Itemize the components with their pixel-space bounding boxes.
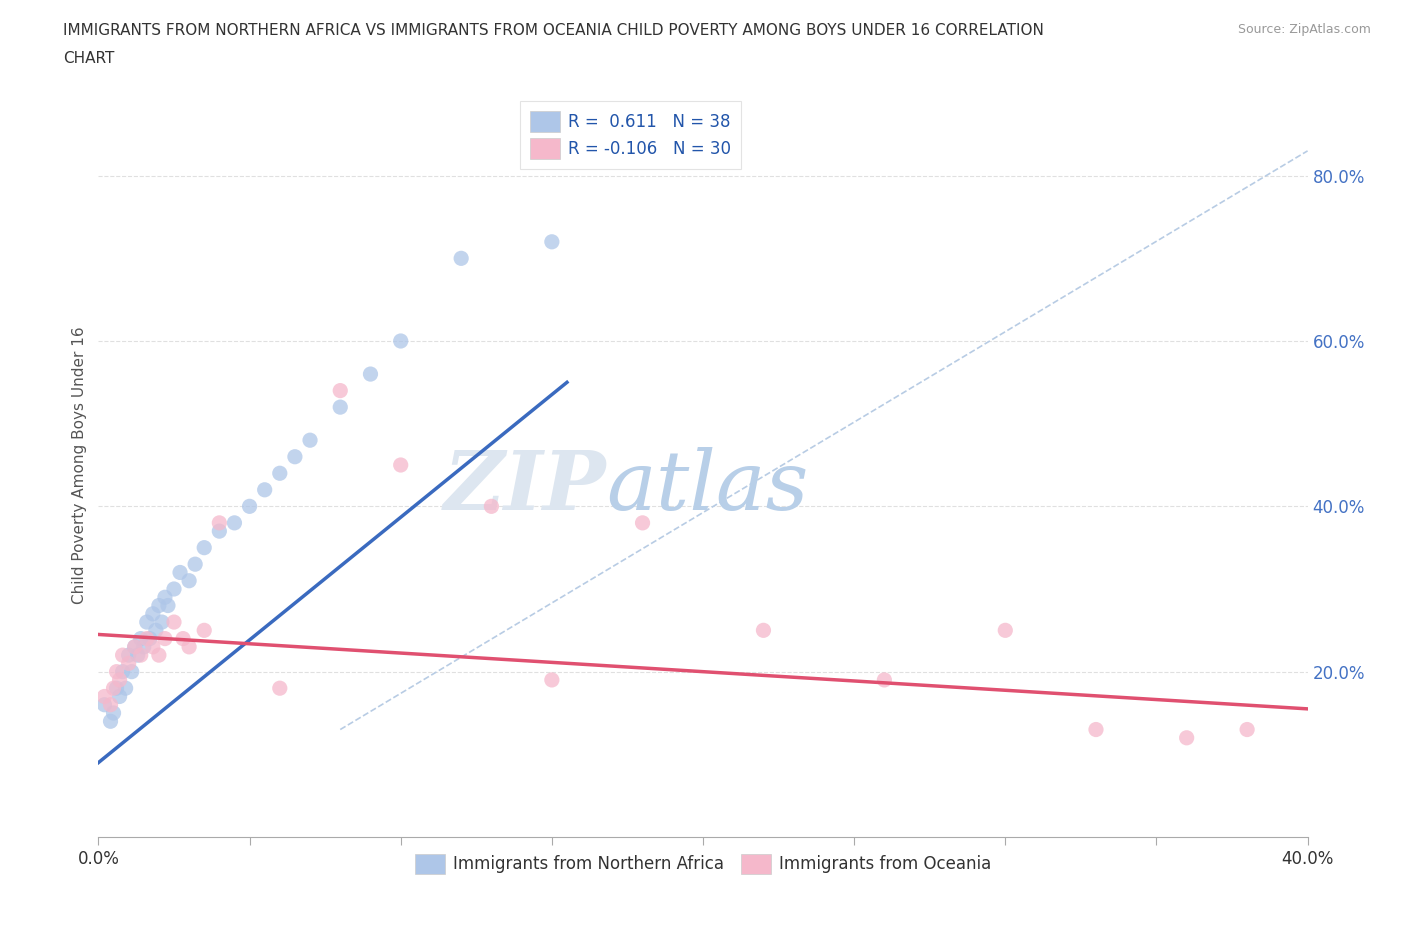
- Point: [132, 640, 155, 655]
- Point: [139, 631, 162, 646]
- Point: [111, 647, 134, 662]
- Point: [124, 640, 146, 655]
- Text: CHART: CHART: [63, 51, 115, 66]
- Text: atlas: atlas: [606, 447, 808, 527]
- Point: [103, 706, 125, 721]
- Point: [121, 664, 143, 679]
- Point: [1175, 730, 1198, 745]
- Point: [108, 672, 131, 687]
- Point: [994, 623, 1017, 638]
- Point: [105, 681, 128, 696]
- Point: [1236, 722, 1258, 737]
- Point: [163, 615, 186, 630]
- Point: [389, 334, 412, 349]
- Point: [153, 631, 176, 646]
- Point: [148, 647, 170, 662]
- Point: [360, 366, 382, 381]
- Point: [142, 640, 165, 655]
- Point: [150, 615, 173, 630]
- Point: [135, 615, 157, 630]
- Point: [118, 656, 141, 671]
- Point: [450, 251, 472, 266]
- Point: [253, 483, 276, 498]
- Point: [124, 640, 146, 655]
- Point: [118, 647, 141, 662]
- Point: [135, 631, 157, 646]
- Point: [239, 498, 262, 513]
- Point: [100, 714, 122, 729]
- Point: [193, 540, 215, 555]
- Point: [108, 689, 131, 704]
- Point: [269, 681, 291, 696]
- Point: [169, 565, 191, 580]
- Text: Source: ZipAtlas.com: Source: ZipAtlas.com: [1237, 23, 1371, 36]
- Point: [269, 466, 291, 481]
- Point: [1085, 722, 1108, 737]
- Point: [153, 590, 176, 604]
- Point: [299, 432, 322, 447]
- Point: [114, 681, 136, 696]
- Legend: Immigrants from Northern Africa, Immigrants from Oceania: Immigrants from Northern Africa, Immigra…: [408, 847, 998, 881]
- Point: [184, 557, 207, 572]
- Point: [329, 383, 352, 398]
- Point: [179, 640, 201, 655]
- Point: [93, 689, 115, 704]
- Point: [100, 698, 122, 712]
- Text: IMMIGRANTS FROM NORTHERN AFRICA VS IMMIGRANTS FROM OCEANIA CHILD POVERTY AMONG B: IMMIGRANTS FROM NORTHERN AFRICA VS IMMIG…: [63, 23, 1045, 38]
- Point: [127, 647, 149, 662]
- Point: [129, 647, 152, 662]
- Point: [129, 631, 152, 646]
- Point: [208, 524, 231, 538]
- Point: [148, 598, 170, 613]
- Point: [93, 698, 115, 712]
- Point: [284, 449, 307, 464]
- Point: [111, 664, 134, 679]
- Point: [193, 623, 215, 638]
- Point: [540, 672, 562, 687]
- Point: [179, 573, 201, 588]
- Point: [105, 664, 128, 679]
- Point: [481, 498, 503, 513]
- Point: [163, 581, 186, 596]
- Point: [145, 623, 167, 638]
- Point: [208, 515, 231, 530]
- Point: [142, 606, 165, 621]
- Y-axis label: Child Poverty Among Boys Under 16: Child Poverty Among Boys Under 16: [72, 326, 87, 604]
- Point: [389, 458, 412, 472]
- Text: ZIP: ZIP: [444, 447, 606, 527]
- Point: [329, 400, 352, 415]
- Point: [172, 631, 194, 646]
- Point: [540, 234, 562, 249]
- Point: [103, 681, 125, 696]
- Point: [752, 623, 775, 638]
- Point: [224, 515, 246, 530]
- Point: [631, 515, 654, 530]
- Point: [156, 598, 179, 613]
- Point: [873, 672, 896, 687]
